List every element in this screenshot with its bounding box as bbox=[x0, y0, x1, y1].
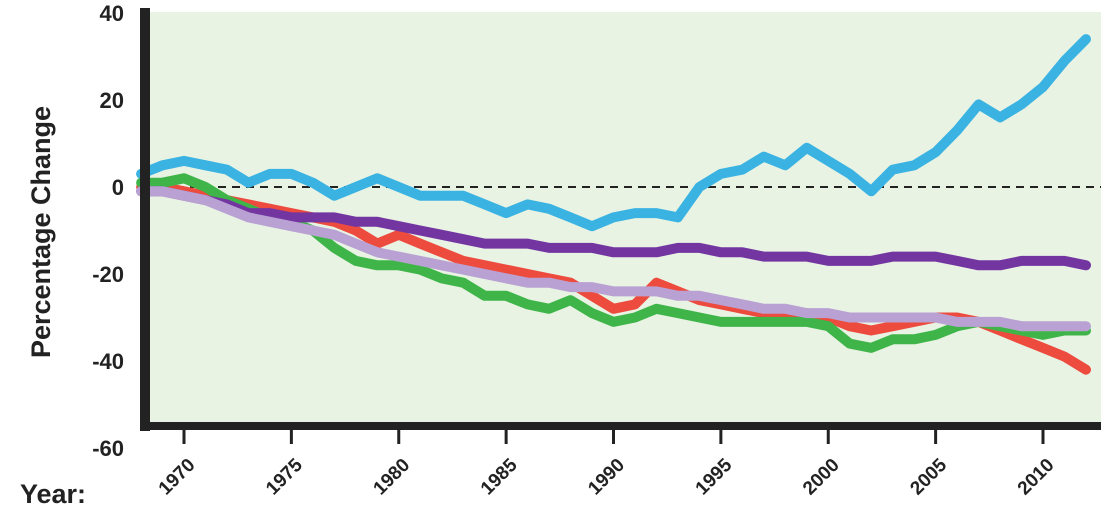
x-tick-label: 1995 bbox=[692, 454, 737, 499]
y-tick-labels: 40 20 0 -20 -40 -60 bbox=[92, 1, 124, 461]
y-tick-label: 0 bbox=[112, 175, 124, 200]
y-tick-label: -40 bbox=[92, 349, 124, 374]
x-tick-label: 1980 bbox=[370, 455, 415, 500]
y-axis-line bbox=[140, 8, 150, 431]
y-axis-title: Percentage Change bbox=[26, 106, 56, 358]
x-tick-label: 1970 bbox=[155, 455, 200, 500]
x-tick-label: 2000 bbox=[799, 455, 844, 500]
x-tick-label: 1990 bbox=[584, 455, 629, 500]
x-axis-line bbox=[140, 422, 1101, 430]
y-tick-label: -20 bbox=[92, 262, 124, 287]
y-tick-label: 40 bbox=[100, 1, 124, 26]
y-tick-label: -60 bbox=[92, 436, 124, 461]
x-axis-title: Year: bbox=[20, 479, 86, 509]
x-tick-labels: 1970 1975 1980 1985 1990 1995 2000 2005 2010 bbox=[155, 454, 1059, 499]
x-tick-label: 2005 bbox=[906, 454, 951, 499]
x-tick-label: 2010 bbox=[1014, 455, 1059, 500]
y-tick-label: 20 bbox=[100, 88, 124, 113]
x-tick-label: 1985 bbox=[477, 454, 522, 499]
x-tick-label: 1975 bbox=[262, 454, 307, 499]
